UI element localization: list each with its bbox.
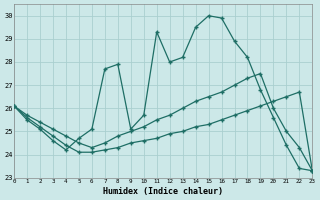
X-axis label: Humidex (Indice chaleur): Humidex (Indice chaleur) [103, 187, 223, 196]
